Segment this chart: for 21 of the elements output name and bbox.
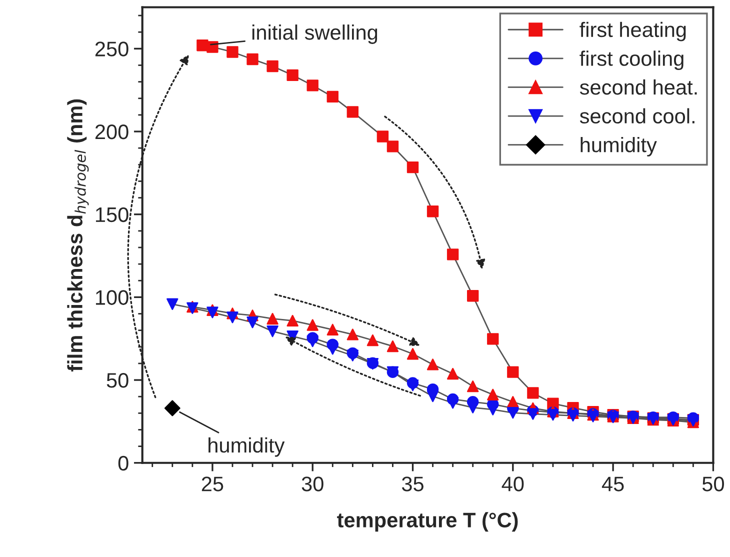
annotation: initial swelling bbox=[252, 24, 378, 44]
legend-label: first cooling bbox=[580, 50, 684, 70]
y-tick-label: 200 bbox=[95, 124, 128, 140]
y-tick-label: 0 bbox=[118, 456, 128, 471]
legend-label: humidity bbox=[580, 137, 657, 156]
x-axis-title: temperature T (°C) bbox=[337, 512, 518, 532]
x-tick-label: 30 bbox=[302, 476, 324, 492]
x-tick-label: 25 bbox=[202, 476, 224, 492]
y-tick-label: 150 bbox=[96, 207, 128, 222]
y-tick-label: 50 bbox=[106, 373, 128, 388]
legend-label: second heat. bbox=[580, 79, 697, 95]
annotation: humidity bbox=[208, 437, 285, 457]
x-tick-label: 50 bbox=[702, 476, 724, 492]
y-axis-title: film thickness d$_{hydrogel}$ (nm) bbox=[67, 99, 89, 372]
x-tick-label: 45 bbox=[602, 476, 624, 492]
x-tick-label: 35 bbox=[402, 476, 424, 492]
y-tick-label: 250 bbox=[95, 42, 128, 56]
y-tick-label: 100 bbox=[96, 290, 128, 305]
x-tick-label: 40 bbox=[502, 476, 524, 492]
legend-label: second cool. bbox=[580, 108, 694, 124]
legend-label: first heating bbox=[580, 22, 686, 42]
